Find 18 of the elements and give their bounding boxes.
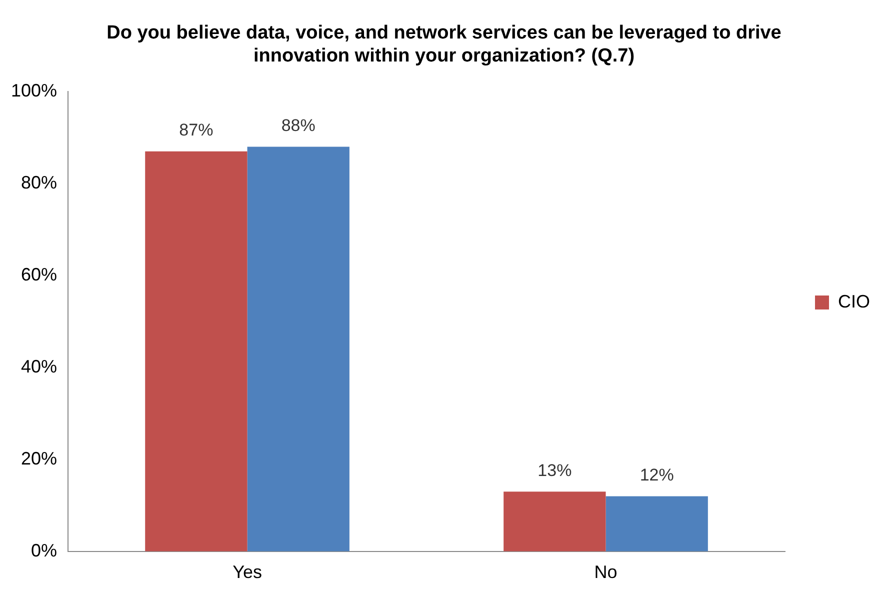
y-tick-label: 100% [10, 80, 58, 101]
bar [504, 492, 606, 552]
bar [247, 146, 350, 552]
chart-title: Do you believe data, voice, and network services can be leveraged to drive innovation within your organization? (Q.7) [106, 22, 782, 66]
y-tick-label: 60% [21, 264, 58, 284]
text: 13% [538, 460, 572, 480]
y-tick-label: 80% [21, 172, 58, 193]
text: 87% [179, 120, 214, 140]
text: 12% [640, 465, 674, 484]
bar [606, 496, 708, 552]
x-tick-label: Yes [232, 562, 262, 582]
bar [145, 151, 248, 552]
text: 88% [281, 116, 316, 135]
y-tick-label: 20% [21, 448, 58, 468]
x-tick-label: No [594, 562, 618, 582]
y-tick-label: 0% [31, 540, 58, 560]
legend-label: CIO [838, 291, 870, 312]
y-tick-label: 40% [21, 356, 58, 376]
